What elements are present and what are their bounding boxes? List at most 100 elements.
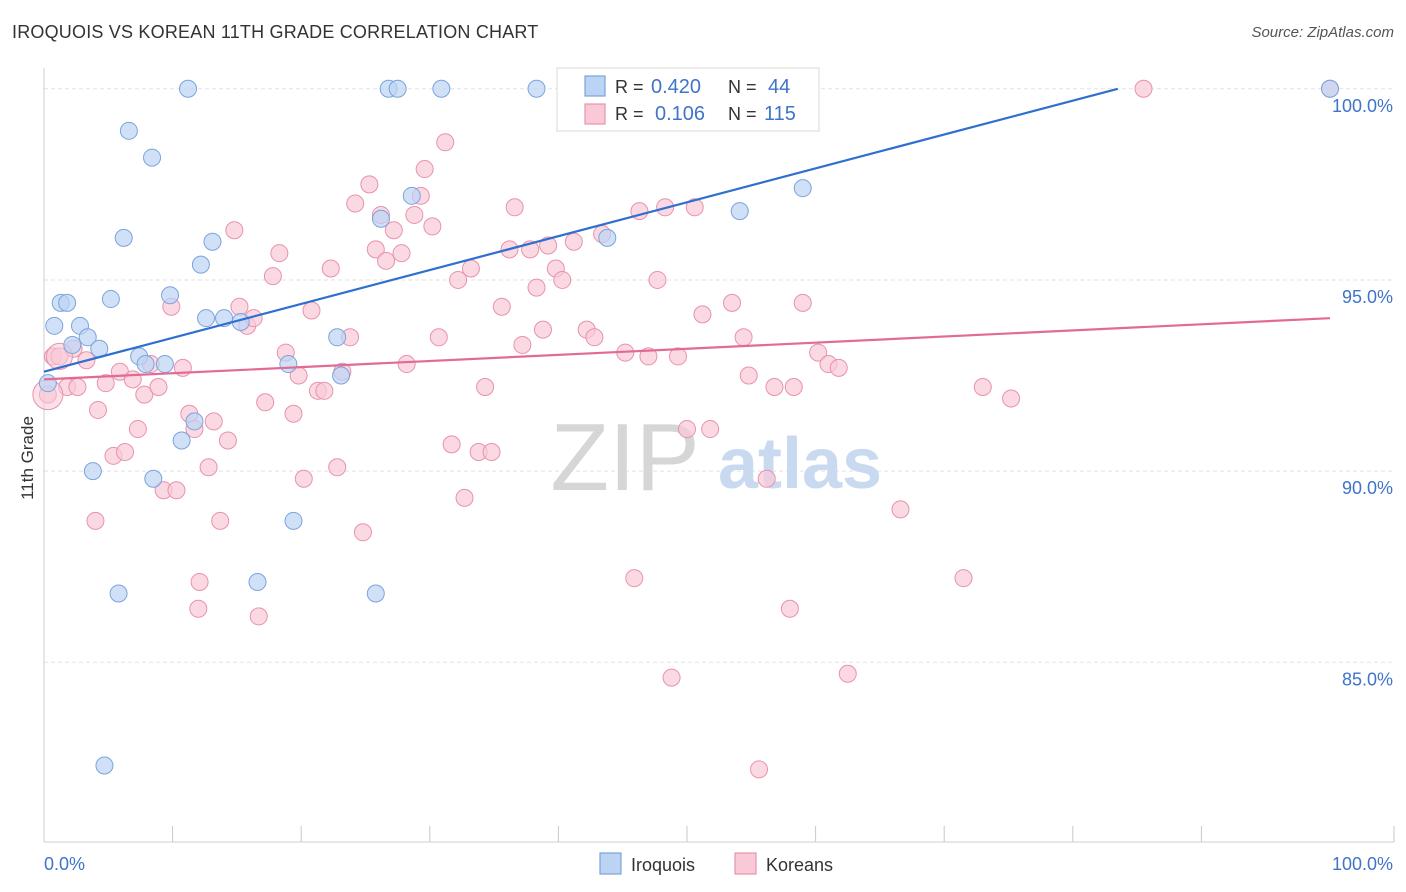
koreans-point-101 <box>757 469 776 488</box>
koreans-point-69 <box>476 378 495 396</box>
koreans-point-24 <box>190 573 209 591</box>
iroquois-point-6 <box>78 328 97 347</box>
koreans-point-13 <box>123 370 142 389</box>
legend-swatch-iroquois <box>599 852 622 875</box>
koreans-point-62 <box>429 328 448 347</box>
iroquois-point-41 <box>793 179 812 198</box>
stats-n-label-iroquois: N = <box>728 77 757 97</box>
koreans-point-25 <box>189 599 208 618</box>
koreans-point-52 <box>366 240 385 259</box>
koreans-point-110 <box>891 500 910 519</box>
iroquois-point-21 <box>185 412 204 431</box>
trend-lines <box>43 87 1331 381</box>
koreans-point-91 <box>662 668 681 687</box>
iroquois-point-29 <box>284 511 303 530</box>
watermark-zip: ZIP <box>550 404 699 511</box>
iroquois-point-20 <box>179 79 198 98</box>
stats-legend-swatch-koreans <box>584 103 606 125</box>
koreans-point-106 <box>809 343 828 362</box>
koreans-point-114 <box>1134 79 1153 98</box>
iroquois-point-9 <box>101 290 120 309</box>
koreans-point-83 <box>585 328 604 347</box>
koreans-point-100 <box>750 760 769 779</box>
koreans-point-64 <box>442 435 461 454</box>
iroquois-point-42 <box>1321 79 1339 98</box>
koreans-point-8 <box>89 400 108 419</box>
tick-labels: 85.0% 90.0% 95.0% 100.0% 0.0% 100.0% <box>44 96 1393 874</box>
koreans-point-98 <box>734 328 753 347</box>
koreans-point-46 <box>328 458 347 477</box>
koreans-point-67 <box>461 259 480 278</box>
koreans-point-89 <box>648 270 667 289</box>
koreans-point-28 <box>211 511 230 530</box>
koreans-point-17 <box>149 378 168 396</box>
koreans-point-104 <box>784 378 803 396</box>
iroquois-point-35 <box>388 79 407 98</box>
iroquois-point-31 <box>332 366 351 385</box>
iroquois-point-38 <box>527 79 546 98</box>
stats-r-value-koreans: 0.106 <box>655 103 705 125</box>
x-tick-label-1: 100.0% <box>1332 854 1393 874</box>
legend-label-koreans: Koreans <box>766 855 833 875</box>
koreans-point-14 <box>128 420 147 439</box>
koreans-point-27 <box>204 412 223 431</box>
stats-r-label-iroquois: R = <box>615 77 644 97</box>
koreans-point-20 <box>167 481 186 500</box>
koreans-point-66 <box>455 488 474 507</box>
koreans-point-56 <box>392 244 411 263</box>
iroquois-point-17 <box>155 355 174 374</box>
koreans-point-37 <box>270 244 289 263</box>
koreans-point-58 <box>405 205 424 224</box>
y-tick-label-2: 95.0% <box>1342 287 1393 307</box>
koreans-point-70 <box>482 443 501 461</box>
koreans-point-9 <box>96 374 115 393</box>
stats-legend: R = 0.420 N = 44 R = 0.106 N = 115 <box>556 67 820 132</box>
koreans-point-65 <box>449 270 468 289</box>
iroquois-point-23 <box>197 309 216 328</box>
koreans-trend-line <box>43 317 1331 381</box>
koreans-point-94 <box>685 198 704 217</box>
iroquois-point-24 <box>203 232 222 251</box>
stats-r-label-koreans: R = <box>615 104 644 124</box>
iroquois-point-4 <box>63 335 82 354</box>
iroquois-point-22 <box>191 255 210 274</box>
koreans-point-111 <box>954 569 973 588</box>
koreans-point-97 <box>723 293 742 312</box>
koreans-point-77 <box>533 320 552 339</box>
iroquois-point-40 <box>730 202 749 221</box>
iroquois-point-0 <box>38 374 57 393</box>
koreans-point-109 <box>838 664 857 683</box>
iroquois-point-18 <box>161 286 180 305</box>
legend-swatch-koreans <box>734 852 757 875</box>
iroquois-point-19 <box>172 431 191 450</box>
source-label: Source: ZipAtlas.com <box>1251 24 1394 41</box>
iroquois-point-10 <box>109 584 128 603</box>
koreans-point-60 <box>415 160 434 179</box>
koreans-point-36 <box>263 267 282 286</box>
iroquois-point-43 <box>95 756 114 775</box>
koreans-point-80 <box>553 270 572 289</box>
koreans-point-63 <box>436 133 455 152</box>
koreans-point-29 <box>218 431 237 450</box>
koreans-point-76 <box>527 278 546 297</box>
axes <box>43 68 1395 843</box>
legend-label-iroquois: Iroquois <box>631 855 695 875</box>
iroquois-point-36 <box>402 186 421 205</box>
koreans-point-113 <box>1002 389 1021 408</box>
iroquois-point-12 <box>119 121 138 140</box>
koreans-point-26 <box>199 458 218 477</box>
iroquois-point-14 <box>136 355 155 374</box>
koreans-point-31 <box>230 297 249 316</box>
iroquois-points <box>38 79 1339 775</box>
koreans-point-55 <box>384 221 403 240</box>
koreans-point-15 <box>135 385 154 404</box>
koreans-point-30 <box>225 221 244 240</box>
koreans-point-88 <box>639 347 658 366</box>
iroquois-point-32 <box>366 584 385 603</box>
koreans-point-112 <box>973 378 992 396</box>
koreans-point-41 <box>294 469 313 488</box>
koreans-point-95 <box>693 305 712 324</box>
koreans-point-105 <box>793 293 812 312</box>
koreans-point-44 <box>315 381 334 400</box>
koreans-point-99 <box>739 366 758 385</box>
